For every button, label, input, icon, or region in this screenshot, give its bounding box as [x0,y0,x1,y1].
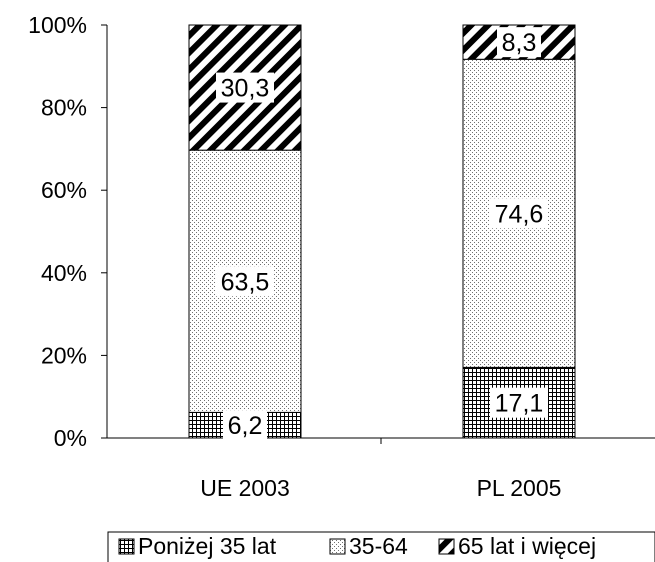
y-tick-label: 20% [41,342,87,368]
legend-item: Poniżej 35 lat [118,533,277,559]
data-label: 8,3 [502,29,537,57]
data-label: 17,1 [495,390,544,418]
category-label: PL 2005 [477,475,562,501]
bar-segment [462,58,576,368]
y-tick-label: 60% [41,177,87,203]
legend-swatch [438,538,455,555]
legend-label: 65 lat i więcej [458,533,596,559]
category-labels: UE 2003 PL 2005 [200,475,561,501]
data-label: 63,5 [221,268,270,296]
y-tick-label: 0% [54,425,87,451]
legend-label: Poniżej 35 lat [138,533,277,559]
data-label-bg [216,266,274,297]
category-label: UE 2003 [200,475,290,501]
legend-item: 65 lat i więcej [438,533,596,559]
data-label-bg [497,27,541,58]
y-tick-labels: 0% 20% 40% 60% 80% 100% [28,12,87,451]
legend-box [107,531,655,562]
legend-swatch [118,538,135,555]
data-label-bg [223,410,267,441]
data-label-bg [216,72,274,103]
data-label-bg [490,198,548,229]
legend: Poniżej 35 lat 35-64 65 lat i więcej [107,531,655,562]
legend-item: 35-64 [329,533,408,559]
data-labels: 6,2 63,5 30,3 17,1 74,6 8,3 [216,27,548,441]
data-label: 30,3 [221,75,270,103]
data-label-bg [490,387,548,418]
data-label: 6,2 [228,412,263,440]
y-tick-label: 80% [41,95,87,121]
y-tick-label: 100% [28,12,87,38]
y-tick-label: 40% [41,260,87,286]
legend-label: 35-64 [349,533,408,559]
legend-swatch [329,538,346,555]
data-label: 74,6 [495,200,544,228]
